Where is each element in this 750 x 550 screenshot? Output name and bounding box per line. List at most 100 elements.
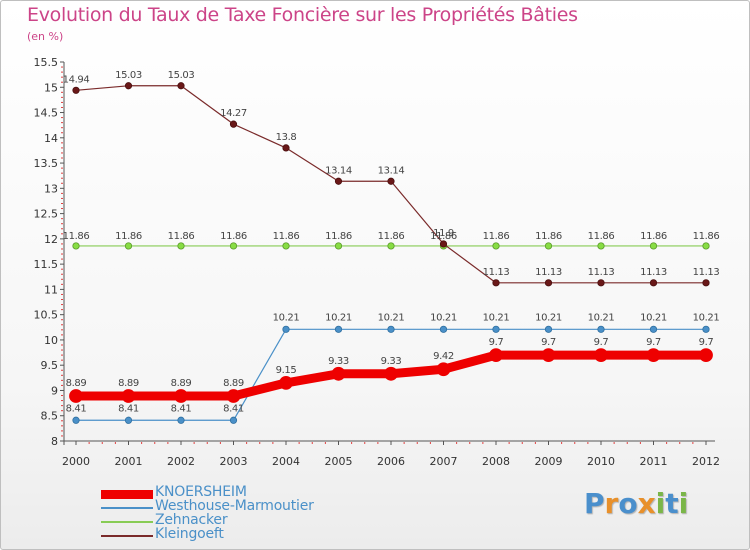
data-point-knoersheim xyxy=(384,366,398,381)
data-label-westhouse-marmoutier: 8.41 xyxy=(223,403,244,414)
data-label-knoersheim: 8.89 xyxy=(223,378,244,389)
data-point-kleingoeft xyxy=(492,279,500,287)
data-point-westhouse-marmoutier xyxy=(334,325,343,333)
data-point-kleingoeft xyxy=(124,82,133,90)
data-label-knoersheim: 8.89 xyxy=(118,378,139,389)
data-label-kleingoeft: 14.27 xyxy=(220,108,247,119)
data-label-knoersheim: 9.7 xyxy=(489,337,504,348)
data-point-knoersheim xyxy=(69,389,83,403)
data-point-knoersheim xyxy=(489,348,503,362)
y-tick-label: 14 xyxy=(44,132,58,145)
data-point-knoersheim xyxy=(331,366,346,381)
logo-letter: o xyxy=(618,487,638,520)
data-label-kleingoeft: 11.13 xyxy=(483,267,510,278)
y-tick-label: 15 xyxy=(44,81,58,94)
data-point-zehnacker xyxy=(177,242,185,250)
data-point-westhouse-marmoutier xyxy=(387,325,395,333)
data-label-westhouse-marmoutier: 10.21 xyxy=(325,312,352,323)
data-label-knoersheim: 9.7 xyxy=(646,337,661,348)
data-label-zehnacker: 11.86 xyxy=(535,231,562,242)
data-label-knoersheim: 9.33 xyxy=(381,356,402,367)
data-label-kleingoeft: 11.13 xyxy=(535,267,562,278)
data-label-zehnacker: 11.86 xyxy=(273,231,300,242)
data-point-knoersheim xyxy=(121,389,136,403)
y-tick-label: 10 xyxy=(44,334,58,347)
data-label-zehnacker: 11.86 xyxy=(693,231,720,242)
y-tick-label: 13 xyxy=(44,182,58,195)
logo-letter: i xyxy=(678,487,689,520)
logo-letter: P xyxy=(584,487,605,520)
x-tick-label: 2010 xyxy=(587,455,615,468)
legend-swatch xyxy=(101,521,153,523)
data-label-kleingoeft: 13.14 xyxy=(325,165,352,176)
x-tick-label: 2002 xyxy=(167,455,195,468)
data-label-westhouse-marmoutier: 10.21 xyxy=(378,312,405,323)
data-point-zehnacker xyxy=(124,242,133,250)
data-point-westhouse-marmoutier xyxy=(72,416,80,424)
y-tick-label: 12 xyxy=(44,233,58,246)
legend-swatch xyxy=(101,535,153,537)
data-label-westhouse-marmoutier: 10.21 xyxy=(273,312,300,323)
legend-label: KNOERSHEIM xyxy=(155,484,247,500)
data-label-zehnacker: 11.86 xyxy=(588,231,615,242)
y-tick-label: 10.5 xyxy=(34,309,59,322)
data-label-kleingoeft: 11.13 xyxy=(693,267,720,278)
data-label-westhouse-marmoutier: 10.21 xyxy=(483,312,510,323)
data-point-zehnacker xyxy=(702,242,710,250)
data-label-westhouse-marmoutier: 10.21 xyxy=(693,312,720,323)
data-label-westhouse-marmoutier: 8.41 xyxy=(171,403,192,414)
data-label-zehnacker: 11.86 xyxy=(115,231,142,242)
data-point-knoersheim xyxy=(226,389,241,403)
legend-label: Kleingoeft xyxy=(155,526,224,542)
data-point-westhouse-marmoutier xyxy=(282,325,290,333)
data-point-kleingoeft xyxy=(649,279,658,287)
x-tick-label: 2007 xyxy=(430,455,458,468)
data-point-zehnacker xyxy=(492,242,500,250)
logo-letter: r xyxy=(604,487,619,520)
data-point-westhouse-marmoutier xyxy=(544,325,553,333)
data-point-zehnacker xyxy=(387,242,395,250)
legend-swatch xyxy=(101,489,153,499)
data-point-westhouse-marmoutier xyxy=(597,325,605,333)
y-tick-label: 8.5 xyxy=(41,410,59,423)
unit-label: (en %) xyxy=(27,30,64,43)
data-label-westhouse-marmoutier: 10.21 xyxy=(588,312,615,323)
data-point-knoersheim xyxy=(174,389,188,403)
logo-letter: x xyxy=(637,487,656,520)
data-point-knoersheim xyxy=(594,348,608,362)
x-tick-label: 2006 xyxy=(377,455,405,468)
data-point-knoersheim xyxy=(436,362,451,377)
data-label-westhouse-marmoutier: 8.41 xyxy=(66,403,87,414)
data-point-kleingoeft xyxy=(334,177,343,185)
y-tick-label: 15.5 xyxy=(34,56,59,69)
data-label-knoersheim: 9.42 xyxy=(433,351,454,362)
x-tick-label: 2009 xyxy=(535,455,563,468)
logo-letter: t xyxy=(665,487,679,520)
y-tick-label: 8 xyxy=(51,435,58,448)
data-point-kleingoeft xyxy=(544,279,553,287)
legend-label: Westhouse-Marmoutier xyxy=(155,498,314,514)
y-tick-label: 12.5 xyxy=(34,208,59,221)
data-label-kleingoeft: 13.8 xyxy=(276,132,297,143)
data-point-kleingoeft xyxy=(177,82,185,90)
data-label-zehnacker: 11.86 xyxy=(483,231,510,242)
data-point-kleingoeft xyxy=(282,144,290,152)
data-point-kleingoeft xyxy=(702,279,710,287)
proxiti-logo: Proxiti xyxy=(584,487,688,520)
data-point-kleingoeft xyxy=(387,177,395,185)
x-tick-label: 2004 xyxy=(272,455,300,468)
data-label-kleingoeft: 14.94 xyxy=(63,74,90,85)
data-point-knoersheim xyxy=(646,348,661,362)
data-point-knoersheim xyxy=(699,348,713,362)
data-point-kleingoeft xyxy=(229,120,238,128)
data-point-kleingoeft xyxy=(597,279,605,287)
data-point-westhouse-marmoutier xyxy=(439,325,448,333)
data-point-zehnacker xyxy=(544,242,553,250)
data-label-kleingoeft: 15.03 xyxy=(168,70,195,81)
data-point-zehnacker xyxy=(72,242,80,250)
data-label-kleingoeft: 13.14 xyxy=(378,165,405,176)
x-tick-label: 2012 xyxy=(692,455,720,468)
y-tick-label: 13.5 xyxy=(34,157,59,170)
y-tick-label: 11.5 xyxy=(34,258,59,271)
data-point-kleingoeft xyxy=(72,86,80,94)
